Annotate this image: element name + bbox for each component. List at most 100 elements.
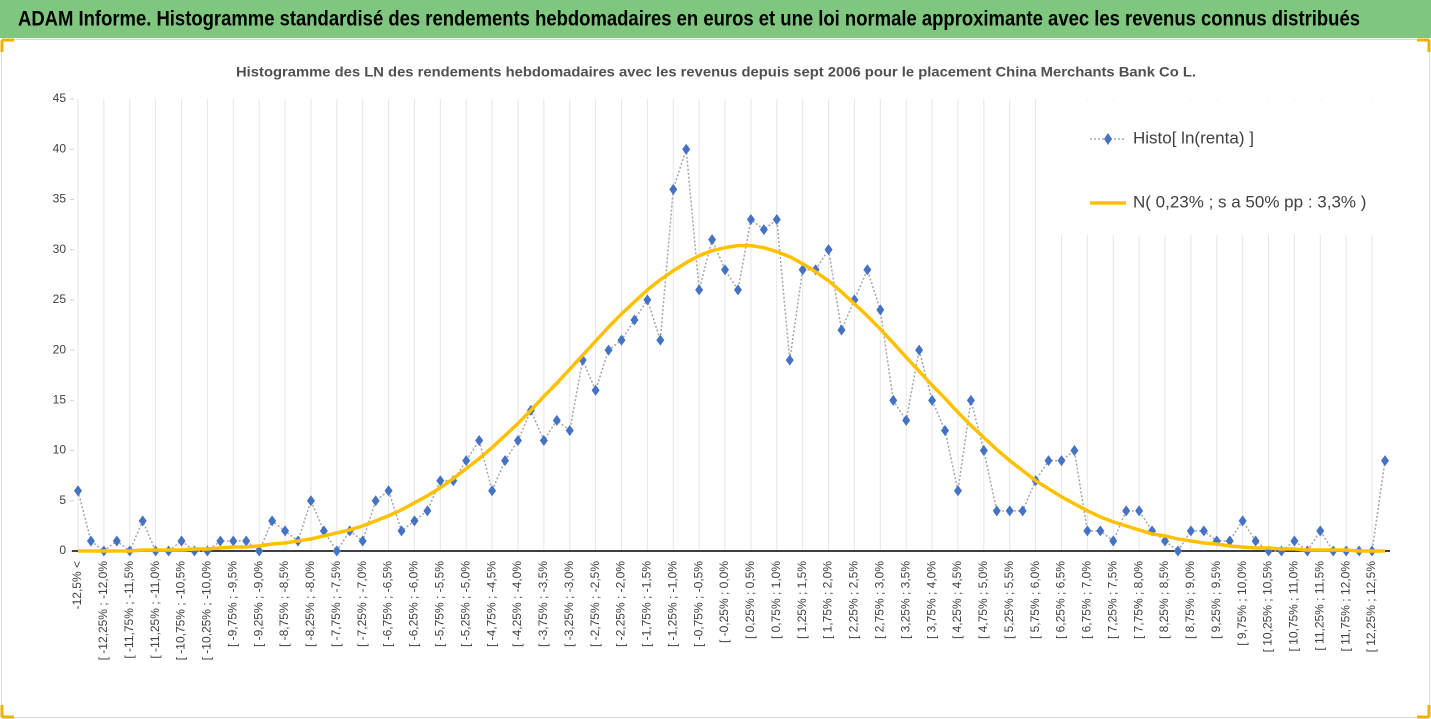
histogram-marker — [1083, 525, 1092, 537]
legend-marker — [1104, 133, 1112, 145]
histogram-marker — [358, 535, 367, 547]
x-tick-label: [ -8,75% ; -8,5% — [277, 561, 291, 647]
histogram-marker — [552, 414, 561, 426]
histogram-marker — [281, 525, 290, 537]
histogram-marker — [190, 545, 199, 557]
histogram-marker — [1070, 445, 1079, 457]
histogram-marker — [721, 264, 730, 276]
histogram-marker — [630, 314, 639, 326]
histogram-marker — [759, 224, 768, 236]
x-tick-label: [ 2,25% ; 2,5% — [847, 561, 861, 639]
x-tick-label: [ -4,25% ; -4,0% — [510, 561, 524, 647]
x-tick-label: [ 10,75% ; 11,0% — [1287, 561, 1301, 652]
y-tick-label: 40 — [53, 141, 67, 155]
x-tick-label: [ -10,25% ; -10,0% — [200, 561, 214, 661]
histogram-marker — [306, 495, 315, 507]
legend-label: Histo[ ln(renta) ] — [1133, 128, 1254, 147]
x-tick-label: [ -0,25% ; 0,0% — [717, 561, 731, 643]
histogram-marker — [772, 214, 781, 226]
histogram-marker — [177, 535, 186, 547]
histogram-marker — [1005, 505, 1014, 517]
y-tick-label: 0 — [59, 543, 66, 557]
histogram-marker — [604, 344, 613, 356]
histogram-marker — [255, 545, 264, 557]
x-tick-label: [ 11,25% ; 11,5% — [1312, 561, 1326, 651]
histogram-marker — [785, 354, 794, 366]
histogram-marker — [423, 505, 432, 517]
x-tick-label: [ 12,25% ; 12,5% — [1364, 561, 1378, 653]
x-tick-label: [ -11,75% ; -11,5% — [122, 561, 136, 659]
histogram-marker — [1186, 525, 1195, 537]
histogram-marker — [889, 394, 898, 406]
histogram-marker — [410, 515, 419, 527]
x-tick-label: [ -0,75% ; -0,5% — [691, 561, 705, 647]
x-tick-label: [ -12,25% ; -12,0% — [96, 561, 110, 661]
histogram-marker — [876, 304, 885, 316]
x-tick-label: [ 6,75% ; 7,0% — [1080, 561, 1094, 639]
histogram-marker — [708, 234, 717, 246]
histogram-marker — [1251, 535, 1260, 547]
x-tick-label: [ -5,25% ; -5,0% — [458, 561, 472, 647]
x-tick-label: [ -6,25% ; -6,0% — [407, 561, 421, 647]
y-tick-label: 10 — [53, 443, 67, 457]
histogram-marker — [229, 535, 238, 547]
x-tick-label: [ -10,75% ; -10,5% — [174, 561, 188, 661]
histogram-marker — [1096, 525, 1105, 537]
x-tick-label: [ -5,75% ; -5,5% — [433, 561, 447, 647]
chart-frame — [1, 39, 1430, 718]
histogram-marker — [74, 485, 82, 497]
y-tick-label: 20 — [53, 342, 67, 356]
x-tick-label: [ 5,25% ; 5,5% — [1002, 561, 1016, 639]
histogram-marker — [384, 485, 393, 497]
x-tick-label: [ -2,25% ; -2,0% — [614, 561, 628, 647]
x-tick-label: [ -9,75% ; -9,5% — [225, 561, 239, 647]
plot-area: 0 5 10 15 20 25 30 35 40 45 -12,5% < [ -12,25% ; -1… — [53, 91, 1390, 660]
x-tick-label: [ -3,25% ; -3,0% — [562, 561, 576, 647]
histogram-marker — [138, 515, 147, 527]
x-tick-label: [ 3,25% ; 3,5% — [898, 561, 912, 639]
histogram-marker — [682, 143, 691, 155]
x-tick-label: [ 3,75% ; 4,0% — [924, 561, 938, 639]
x-tick-label: [ 5,75% ; 6,0% — [1028, 561, 1042, 639]
x-tick-label: [ -8,25% ; -8,0% — [303, 561, 317, 647]
histogram-marker — [436, 475, 445, 487]
x-tick-label: [ 9,25% ; 9,5% — [1209, 561, 1223, 639]
histogram-marker — [1109, 535, 1118, 547]
x-tick-label: -12,5% < — [70, 561, 84, 609]
legend-label: N( 0,23% ; s a 50% pp : 3,3% ) — [1133, 192, 1366, 211]
histogram-marker — [216, 535, 225, 547]
histogram-marker — [1173, 545, 1182, 557]
histogram-marker — [992, 505, 1001, 517]
histogram-marker — [475, 435, 484, 447]
histogram-marker — [643, 294, 652, 306]
x-tick-label: [ -2,75% ; -2,5% — [588, 561, 602, 647]
x-tick-label: [ 9,75% ; 10,0% — [1235, 561, 1249, 646]
x-tick-label: [ 7,25% ; 7,5% — [1105, 561, 1119, 639]
banner-title: ADAM Informe. Histogramme standardisé de… — [18, 8, 1360, 31]
histogram-marker — [656, 334, 665, 346]
x-tick-label: [ 8,75% ; 9,0% — [1183, 561, 1197, 639]
histogram-marker — [1057, 455, 1066, 467]
histogram-marker — [1135, 505, 1144, 517]
histogram-marker — [746, 214, 755, 226]
x-tick-label: [ 2,75% ; 3,0% — [872, 561, 886, 639]
x-tick-label: [ 11,75% ; 12,0% — [1338, 561, 1352, 652]
frame-corners — [0, 38, 1431, 719]
x-tick-label: [ 6,25% ; 6,5% — [1054, 561, 1068, 639]
histogram-marker — [112, 535, 121, 547]
chart-title: Histogramme des LN des rendements hebdom… — [236, 64, 1196, 80]
histogram-marker — [1381, 455, 1389, 467]
x-tick-label: [ -4,75% ; -4,5% — [484, 561, 498, 647]
histogram-marker — [863, 264, 872, 276]
legend-box — [1060, 100, 1390, 235]
x-tick-label: [ -9,25% ; -9,0% — [251, 561, 265, 647]
histogram-marker — [695, 284, 704, 296]
x-tick-label: [ -3,75% ; -3,5% — [536, 561, 550, 647]
x-tick-label: [ 0,75% ; 1,0% — [769, 561, 783, 639]
x-tick-label: [ -11,25% ; -11,0% — [148, 561, 162, 659]
histogram-marker — [565, 424, 574, 436]
histogram-marker — [1122, 505, 1131, 517]
x-tick-label: [ 4,25% ; 4,5% — [950, 561, 964, 639]
x-tick-label: [ 10,25% ; 10,5% — [1261, 561, 1275, 653]
